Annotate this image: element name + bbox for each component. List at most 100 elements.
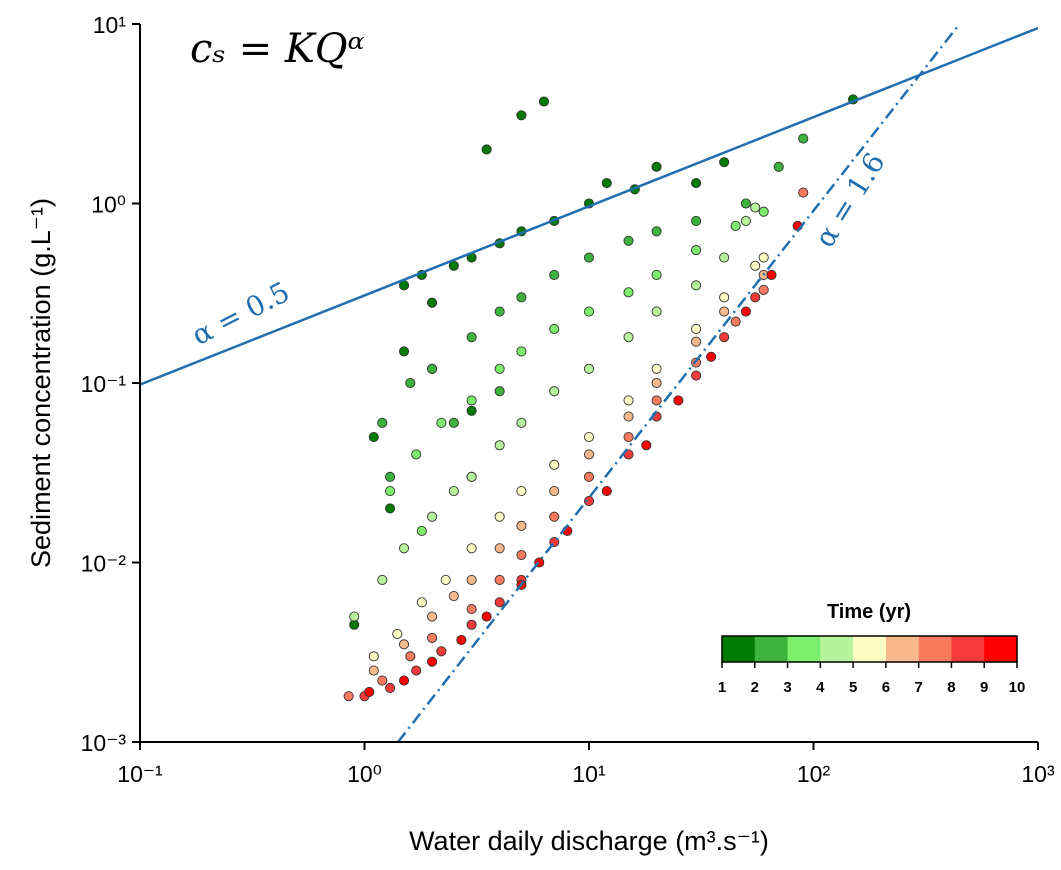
colorbar-segment: [820, 636, 854, 662]
point: [719, 292, 730, 303]
point: [583, 431, 595, 443]
point: [516, 550, 527, 561]
point: [798, 187, 809, 198]
point: [494, 306, 505, 317]
point: [436, 417, 447, 428]
colorbar-tick-label: 4: [816, 679, 825, 696]
point: [377, 417, 388, 428]
point: [549, 386, 560, 397]
x-tick-label: 10²: [797, 761, 831, 787]
point: [691, 177, 702, 189]
point: [411, 665, 422, 676]
point: [706, 351, 717, 362]
point: [466, 332, 477, 343]
point: [466, 471, 477, 482]
point: [349, 611, 360, 622]
point: [448, 417, 459, 428]
point: [549, 511, 560, 522]
point: [440, 574, 451, 585]
point: [343, 691, 354, 702]
point: [673, 395, 684, 406]
colorbar-frame: [721, 635, 1018, 663]
point: [719, 157, 730, 168]
y-tick-label: 10¹: [93, 12, 127, 38]
point: [766, 269, 777, 280]
point: [651, 161, 662, 172]
fit-lines: [140, 24, 1038, 742]
point: [494, 363, 505, 374]
point: [516, 417, 527, 428]
point: [427, 611, 438, 622]
colorbar-tick-label: 8: [947, 679, 955, 696]
colorbar-tick-label: 10: [1009, 679, 1026, 696]
point: [466, 405, 477, 416]
colorbar-segment: [918, 636, 952, 662]
points: [343, 94, 859, 702]
point: [719, 306, 730, 317]
point: [549, 269, 560, 280]
colorbar-tick-label: 7: [914, 679, 922, 696]
point: [623, 235, 634, 246]
point: [691, 370, 702, 381]
point: [448, 591, 459, 602]
point: [773, 161, 784, 172]
point: [466, 604, 477, 615]
point: [730, 316, 741, 327]
point: [691, 215, 702, 226]
point: [691, 280, 702, 291]
point: [494, 511, 505, 522]
point: [377, 675, 388, 686]
point: [583, 471, 595, 482]
point: [385, 471, 396, 482]
point: [368, 431, 379, 443]
point: [481, 611, 492, 622]
point: [456, 634, 467, 646]
point: [364, 686, 375, 698]
point: [416, 525, 427, 536]
point: [583, 449, 595, 460]
equation: cₛ = KQᵅ: [190, 26, 365, 72]
point: [427, 363, 438, 374]
x-tick-label: 10⁻¹: [117, 761, 163, 787]
line-label: α = 0.5: [187, 275, 295, 352]
point: [549, 486, 560, 497]
point: [750, 202, 761, 213]
point: [758, 252, 769, 263]
point: [377, 574, 388, 585]
point: [398, 543, 410, 554]
point: [448, 486, 459, 497]
colorbar-tick-label: 2: [751, 679, 759, 696]
line-label: α = 1.6: [808, 147, 891, 253]
point: [392, 628, 403, 639]
point: [494, 597, 505, 608]
y-tick-label: 10⁻¹: [81, 371, 127, 397]
point: [516, 520, 527, 531]
x-tick-label: 10¹: [572, 761, 606, 787]
point: [651, 226, 662, 237]
point: [385, 503, 396, 514]
point: [549, 323, 560, 335]
colorbar-segment: [984, 636, 1018, 662]
point: [427, 632, 438, 643]
point: [583, 306, 595, 317]
point: [758, 206, 769, 217]
point: [691, 336, 702, 347]
point: [427, 656, 438, 667]
point: [398, 675, 410, 686]
point: [651, 395, 662, 406]
point: [516, 486, 527, 497]
point: [623, 332, 634, 343]
point: [651, 306, 662, 317]
point: [719, 252, 730, 263]
colorbar-title: Time (yr): [827, 601, 911, 623]
point: [758, 284, 769, 295]
point: [411, 449, 422, 460]
colorbar-tick-label: 3: [783, 679, 791, 696]
colorbar-segment: [787, 636, 821, 662]
colorbar-segment: [754, 636, 789, 662]
colorbar-segment: [885, 636, 920, 662]
point: [740, 198, 751, 209]
colorbar-segment: [722, 636, 756, 662]
